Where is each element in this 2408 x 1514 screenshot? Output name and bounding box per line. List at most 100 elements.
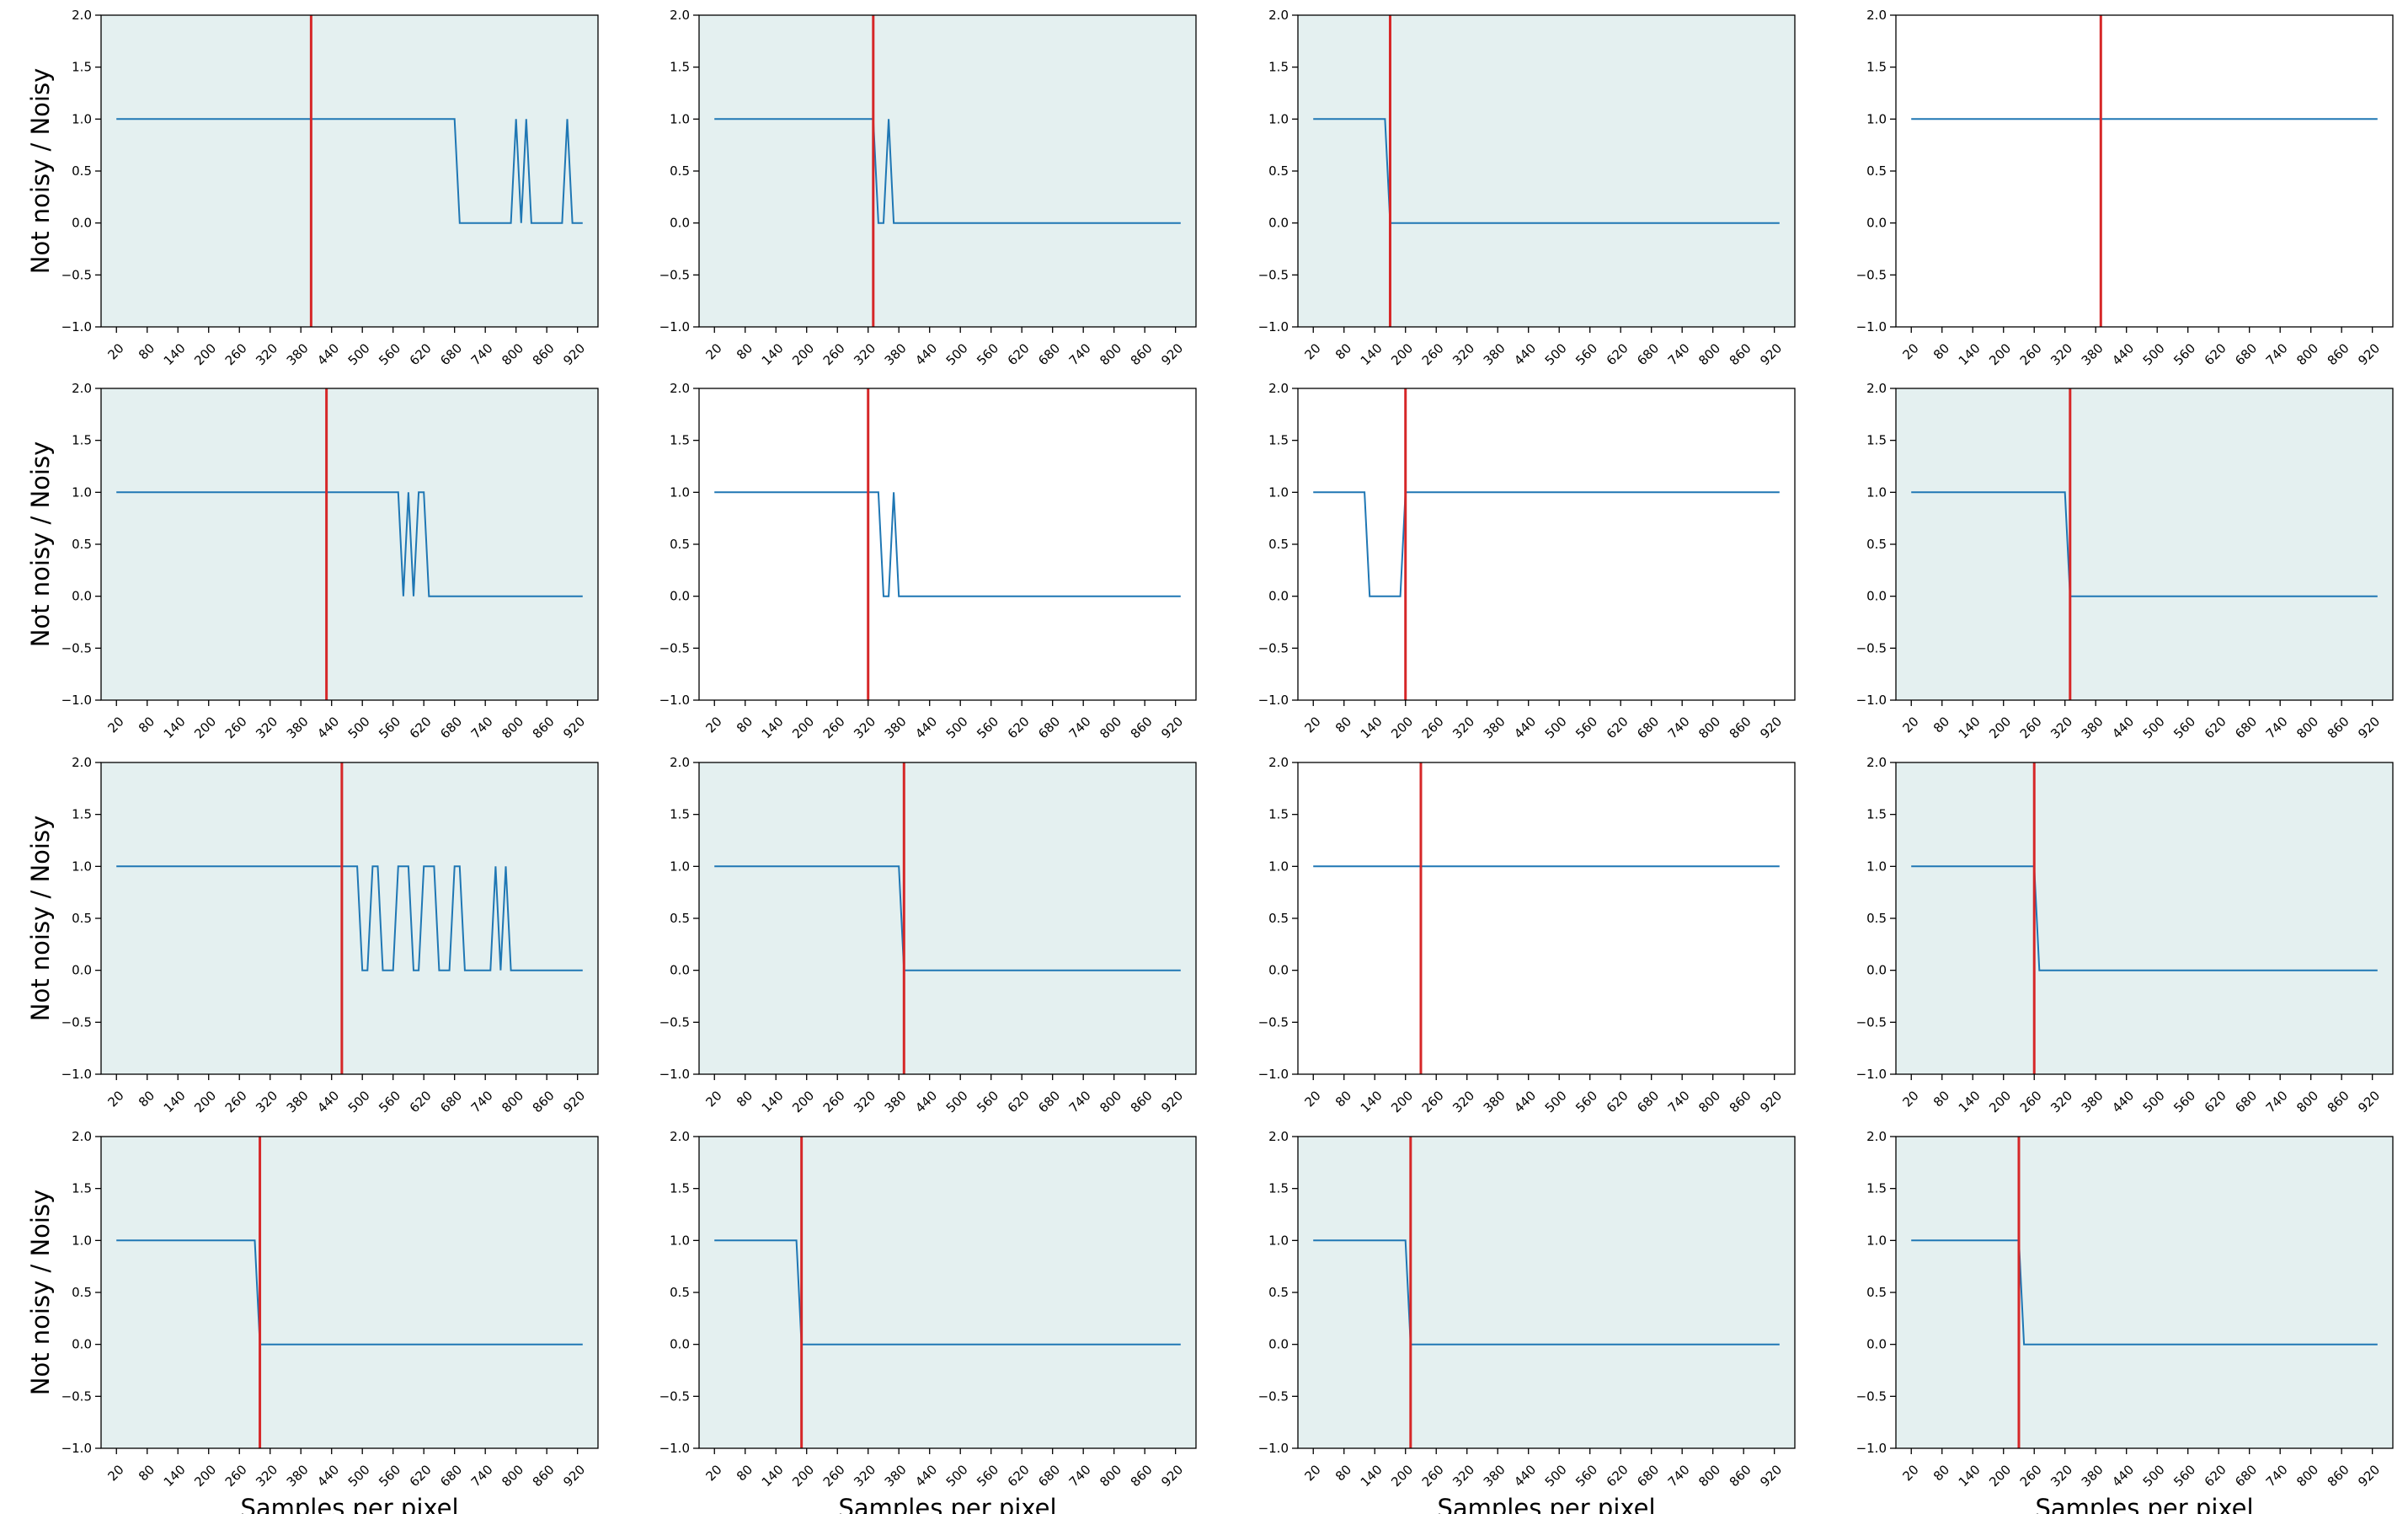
y-tick-label: −1.0 (659, 1441, 690, 1456)
x-tick-label: 260 (2017, 1088, 2045, 1115)
x-tick-label: 740 (1665, 340, 1693, 368)
x-tick-label: 200 (1388, 714, 1416, 741)
x-tick-label: 500 (943, 1088, 971, 1115)
x-tick-label: 440 (912, 714, 940, 741)
y-tick-label: 1.5 (1268, 807, 1289, 822)
y-tick-label: 2.0 (1268, 755, 1289, 770)
x-tick-label: 260 (222, 1088, 250, 1115)
x-tick-label: 500 (345, 1088, 373, 1115)
x-tick-label: 260 (820, 340, 848, 368)
y-tick-label: 0.5 (72, 911, 92, 926)
x-tick-label: 920 (560, 1088, 588, 1115)
x-tick-label: 320 (253, 1088, 280, 1115)
y-tick-label: 0.0 (72, 589, 92, 604)
x-tick-label: 740 (2263, 1088, 2291, 1115)
y-axis-title: Not noisy / Noisy (26, 816, 55, 1021)
x-tick-label: 740 (1066, 1088, 1094, 1115)
x-tick-label: 140 (1358, 340, 1386, 368)
x-tick-label: 500 (2140, 714, 2168, 741)
x-tick-label: 860 (1727, 1088, 1754, 1115)
y-tick-label: −1.0 (1856, 319, 1887, 334)
plot-background (1298, 388, 1795, 700)
y-tick-label: 0.0 (1268, 589, 1289, 604)
x-tick-label: 860 (2325, 1088, 2352, 1115)
x-tick-label: 740 (2263, 1462, 2291, 1490)
x-tick-label: 560 (2170, 340, 2198, 368)
x-axis-title: Samples per pixel (2035, 1494, 2253, 1514)
plot-background (101, 762, 598, 1074)
y-tick-label: −1.0 (61, 693, 92, 708)
x-tick-label: 20 (703, 1088, 725, 1110)
y-axis-title: Not noisy / Noisy (26, 1190, 55, 1395)
x-tick-label: 920 (1757, 714, 1785, 741)
x-tick-label: 260 (222, 714, 250, 741)
plot-frame (1895, 14, 2394, 328)
x-tick-label: 620 (2202, 714, 2229, 741)
plot-background (101, 388, 598, 700)
x-tick-label: 560 (376, 1088, 403, 1115)
y-tick-label: 1.5 (670, 807, 690, 822)
x-tick-label: 140 (161, 340, 189, 368)
x-tick-label: 80 (1930, 1088, 1952, 1110)
y-tick-label: −0.5 (659, 1014, 690, 1030)
x-tick-label: 80 (734, 1088, 756, 1110)
x-tick-label: 200 (1388, 1088, 1416, 1115)
x-tick-label: 560 (974, 1462, 1001, 1490)
x-tick-label: 320 (851, 340, 878, 368)
x-tick-label: 20 (1302, 340, 1324, 362)
y-tick-label: 2.0 (670, 1129, 690, 1144)
x-tick-label: 920 (1757, 1462, 1785, 1490)
x-tick-label: 20 (703, 340, 725, 362)
y-tick-label: 2.0 (72, 8, 92, 23)
x-tick-label: 740 (2263, 340, 2291, 368)
x-tick-label: 440 (2109, 714, 2137, 741)
x-tick-label: 920 (560, 714, 588, 741)
x-tick-label: 320 (2048, 714, 2075, 741)
x-tick-label: 800 (1097, 1088, 1124, 1115)
y-tick-label: 1.5 (670, 1181, 690, 1196)
y-tick-label: 1.0 (670, 1233, 690, 1248)
y-tick-label: −1.0 (61, 319, 92, 334)
x-tick-label: 500 (943, 714, 971, 741)
x-tick-label: 860 (1128, 340, 1156, 368)
x-tick-label: 500 (1542, 1088, 1570, 1115)
x-tick-label: 320 (1450, 340, 1477, 368)
x-tick-label: 320 (851, 1462, 878, 1490)
x-tick-label: 620 (2202, 1088, 2229, 1115)
y-tick-label: 1.5 (670, 433, 690, 448)
x-tick-label: 620 (1604, 1462, 1631, 1490)
y-tick-label: 1.0 (72, 111, 92, 126)
y-tick-label: 0.0 (72, 963, 92, 978)
x-tick-label: 20 (1302, 1088, 1324, 1110)
y-tick-label: 0.0 (1866, 1337, 1887, 1352)
x-tick-label: 500 (2140, 1462, 2168, 1490)
x-tick-label: 920 (2355, 1462, 2383, 1490)
x-tick-label: 260 (2017, 340, 2045, 368)
y-tick-label: 1.0 (670, 484, 690, 500)
x-tick-label: 200 (191, 1462, 219, 1490)
x-tick-label: 740 (1665, 1088, 1693, 1115)
plot-background (699, 388, 1196, 700)
y-tick-label: 1.0 (1268, 859, 1289, 874)
x-tick-label: 20 (1900, 1462, 1922, 1484)
x-tick-label: 320 (253, 714, 280, 741)
x-tick-label: 80 (1332, 340, 1354, 362)
x-tick-label: 920 (2355, 714, 2383, 741)
x-tick-label: 200 (191, 1088, 219, 1115)
y-tick-label: 1.0 (1866, 859, 1887, 874)
y-tick-label: 1.5 (1866, 433, 1887, 448)
y-tick-label: −1.0 (1258, 319, 1289, 334)
x-tick-label: 380 (1481, 1088, 1508, 1115)
x-tick-label: 680 (437, 1088, 465, 1115)
x-tick-label: 680 (1634, 714, 1662, 741)
y-tick-label: 2.0 (670, 381, 690, 396)
subplot-r3-c1: −1.0 −0.5 0.0 0.5 1.0 1.5 2.0 20 80 140 200 260 320 3… (26, 755, 599, 1115)
plot-background (1298, 1137, 1795, 1448)
plot-background (699, 15, 1196, 327)
x-tick-label: 140 (161, 1088, 189, 1115)
y-tick-label: −0.5 (1258, 1388, 1289, 1404)
x-tick-label: 680 (2232, 340, 2260, 368)
x-tick-label: 740 (468, 1462, 496, 1490)
x-tick-label: 560 (2170, 714, 2198, 741)
x-tick-label: 320 (1450, 1462, 1477, 1490)
